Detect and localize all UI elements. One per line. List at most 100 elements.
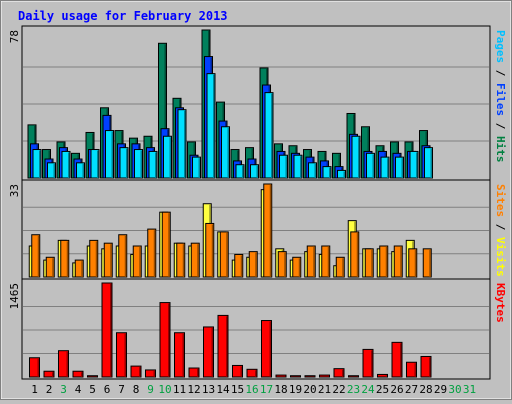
bar-hits-pages-2 — [47, 162, 56, 179]
panel-legend-label: Sites / Visits — [494, 184, 507, 277]
bar-hits-pages-23 — [351, 135, 361, 179]
x-tick-label: 14 — [216, 383, 230, 396]
x-tick-label: 17 — [260, 383, 273, 396]
bar-kbytes-kbytes-6 — [101, 282, 113, 378]
x-tick-label: 20 — [303, 383, 316, 396]
bar-hits-pages-22 — [337, 169, 346, 179]
bar-kbytes-kbytes-13 — [203, 326, 214, 378]
legend-part: / — [494, 116, 507, 136]
bar-kbytes-kbytes-15 — [232, 364, 243, 378]
bar-kbytes-kbytes-21 — [319, 374, 330, 378]
x-tick-label: 15 — [231, 383, 244, 396]
legend-part: / — [494, 63, 507, 83]
bar-visits-sites-9 — [147, 228, 157, 278]
bar-visits-sites-19 — [292, 256, 302, 278]
bar-hits-pages-15 — [235, 164, 245, 179]
bar-visits-sites-23 — [350, 231, 360, 278]
bar-visits-sites-13 — [205, 222, 215, 278]
bar-kbytes-kbytes-24 — [362, 348, 374, 378]
bar-visits-sites-10 — [161, 211, 171, 278]
bar-hits-pages-11 — [177, 109, 187, 179]
x-tick-label: 5 — [89, 383, 96, 396]
bar-visits-sites-14 — [219, 231, 229, 278]
bar-kbytes-kbytes-25 — [377, 373, 388, 378]
bar-hits-pages-9 — [148, 150, 158, 179]
bar-kbytes-kbytes-12 — [188, 367, 200, 378]
legend-part: Files — [494, 83, 507, 116]
bar-hits-pages-16 — [250, 164, 259, 179]
panel-kbytes: 1465 KBytes — [8, 278, 507, 380]
bar-hits-pages-17 — [264, 92, 274, 179]
bar-visits-sites-17 — [263, 183, 273, 278]
bar-visits-sites-28 — [422, 248, 432, 278]
bar-kbytes-kbytes-19 — [290, 375, 301, 378]
panel-frame — [21, 278, 491, 380]
x-tick-label: 18 — [274, 383, 287, 396]
x-tick-label: 25 — [376, 383, 389, 396]
bar-hits-pages-7 — [119, 147, 129, 179]
legend-part: KBytes — [494, 283, 507, 323]
panel-legend-label: KBytes — [494, 283, 507, 323]
legend-part: Sites — [494, 184, 507, 217]
bar-kbytes-kbytes-18 — [275, 374, 287, 378]
bar-hits-pages-14 — [221, 126, 230, 179]
bar-hits-pages-19 — [293, 154, 303, 179]
bar-visits-sites-7 — [118, 234, 128, 278]
x-tick-label: 11 — [173, 383, 186, 396]
bar-kbytes-kbytes-4 — [72, 370, 84, 378]
bar-visits-sites-25 — [379, 245, 389, 278]
bar-hits-pages-24 — [366, 152, 375, 179]
bar-kbytes-kbytes-20 — [304, 375, 316, 378]
bar-kbytes-kbytes-26 — [391, 341, 403, 378]
x-tick-label: 27 — [405, 383, 418, 396]
bar-hits-pages-26 — [395, 156, 404, 179]
panel-visits: 33 Sites / Visits — [8, 179, 507, 280]
bar-visits-sites-3 — [60, 239, 70, 278]
bar-kbytes-kbytes-7 — [116, 332, 127, 378]
y-max-label: 1465 — [8, 283, 21, 310]
legend-part: / — [494, 217, 507, 237]
bar-kbytes-kbytes-17 — [261, 320, 272, 378]
x-tick-label: 21 — [318, 383, 331, 396]
bar-hits-pages-28 — [424, 147, 433, 179]
x-tick-label: 8 — [133, 383, 140, 396]
bar-visits-sites-1 — [31, 234, 41, 278]
bar-visits-sites-22 — [335, 256, 345, 278]
bar-hits-pages-8 — [134, 149, 143, 179]
bar-hits-pages-25 — [380, 156, 390, 179]
y-max-label: 78 — [8, 30, 21, 43]
x-tick-label: 23 — [347, 383, 360, 396]
bar-hits-pages-6 — [105, 130, 114, 179]
bar-hits-pages-4 — [76, 162, 85, 179]
x-tick-label: 28 — [419, 383, 432, 396]
bar-hits-pages-13 — [206, 73, 216, 179]
x-tick-label: 3 — [60, 383, 67, 396]
legend-part: Hits — [494, 136, 507, 163]
bar-kbytes-kbytes-2 — [43, 370, 55, 378]
x-tick-label: 31 — [463, 383, 476, 396]
bar-visits-sites-18 — [277, 251, 287, 278]
bar-hits-pages-1 — [32, 149, 42, 179]
bar-visits-sites-24 — [364, 248, 374, 278]
x-tick-label: 22 — [332, 383, 345, 396]
bar-visits-sites-26 — [393, 245, 403, 278]
bar-visits-sites-8 — [132, 245, 142, 278]
bar-visits-sites-12 — [190, 242, 200, 278]
bar-kbytes-kbytes-11 — [174, 332, 185, 378]
bar-visits-sites-21 — [321, 245, 331, 278]
bar-hits-pages-3 — [61, 150, 71, 179]
bar-visits-sites-5 — [89, 239, 99, 278]
bar-visits-sites-15 — [234, 253, 244, 278]
x-tick-label: 10 — [158, 383, 171, 396]
panel-hits: 78 Pages / Files / Hits — [8, 25, 507, 181]
bar-visits-sites-16 — [248, 251, 258, 278]
x-tick-label: 2 — [46, 383, 53, 396]
bar-visits-sites-2 — [45, 256, 55, 278]
bar-visits-sites-6 — [103, 242, 113, 278]
bar-kbytes-kbytes-27 — [406, 361, 417, 378]
x-tick-label: 6 — [104, 383, 111, 396]
x-tick-label: 7 — [118, 383, 125, 396]
x-tick-label: 4 — [75, 383, 82, 396]
bar-visits-sites-11 — [176, 242, 186, 278]
